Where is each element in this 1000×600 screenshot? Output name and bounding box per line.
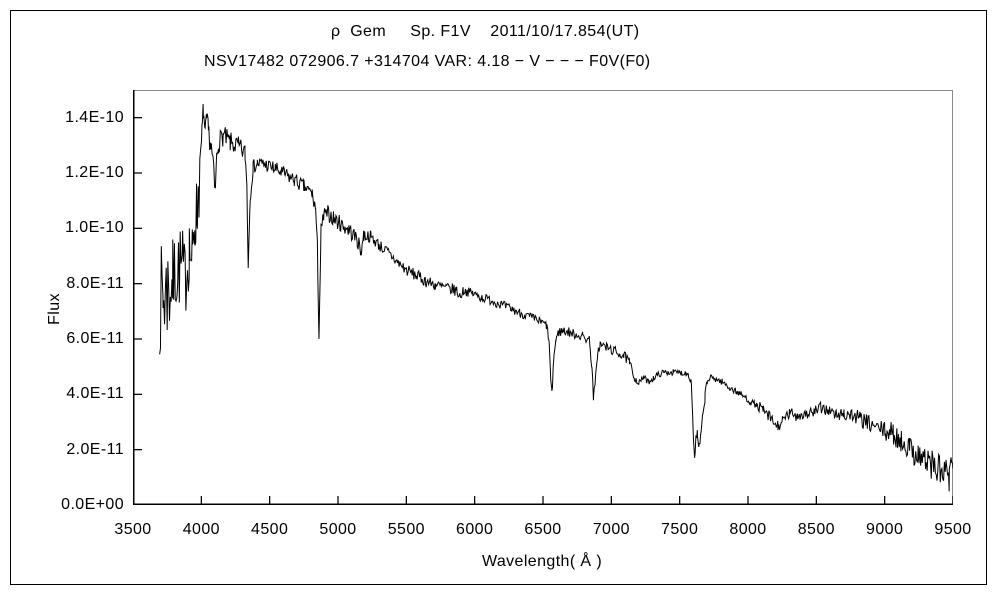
y-tick-label: 0.0E+00 bbox=[61, 496, 124, 513]
x-axis-title: Wavelength( Å ) bbox=[481, 553, 603, 570]
y-tick-label: 1.2E-10 bbox=[65, 164, 124, 181]
x-tick-label: 5500 bbox=[387, 521, 425, 538]
x-tick-label: 9500 bbox=[934, 521, 972, 538]
spectrum-line bbox=[159, 104, 953, 492]
y-tick-label: 8.0E-11 bbox=[66, 274, 124, 292]
x-tick-label: 3500 bbox=[114, 521, 152, 538]
y-tick-label: 1.0E-10 bbox=[65, 219, 124, 237]
chart-title: ρ Gem Sp. F1V 2011/10/17.854(UT) bbox=[331, 23, 640, 40]
y-tick-label: 1.4E-10 bbox=[65, 108, 124, 126]
y-tick-label: 4.0E-11 bbox=[66, 385, 124, 403]
chart-subtitle: NSV17482 072906.7 +314704 VAR: 4.18 − V … bbox=[204, 53, 651, 70]
x-tick-label: 5000 bbox=[319, 521, 357, 538]
y-tick-label: 6.0E-11 bbox=[66, 330, 124, 347]
x-tick-label: 7500 bbox=[661, 521, 699, 538]
plot-frame bbox=[133, 90, 953, 505]
y-tick-label: 2.0E-11 bbox=[66, 440, 124, 458]
x-tick-label: 9000 bbox=[866, 521, 904, 538]
x-tick-label: 6000 bbox=[456, 521, 494, 538]
y-axis-title: Flux bbox=[46, 293, 63, 325]
x-tick-label: 7000 bbox=[592, 521, 630, 538]
x-tick-label: 6500 bbox=[524, 521, 562, 538]
figure-border bbox=[10, 10, 987, 585]
x-tick-label: 4500 bbox=[251, 521, 289, 538]
x-tick-label: 8000 bbox=[729, 521, 767, 538]
x-tick-label: 4000 bbox=[182, 521, 220, 538]
plot-area bbox=[133, 90, 953, 505]
x-tick-label: 8500 bbox=[797, 521, 835, 538]
